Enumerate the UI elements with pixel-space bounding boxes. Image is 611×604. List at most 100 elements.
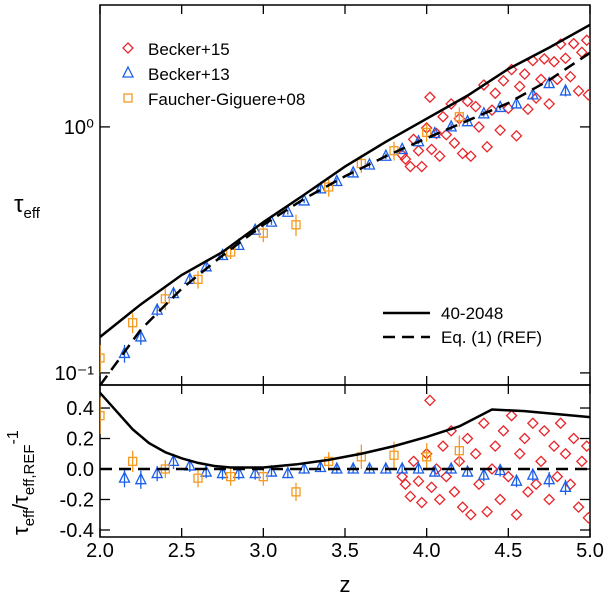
marker xyxy=(324,182,334,192)
y-label-part: τ xyxy=(14,191,24,218)
marker xyxy=(433,150,446,163)
marker xyxy=(559,52,572,65)
y-tick-label: 10⁻¹ xyxy=(55,363,95,385)
marker xyxy=(582,88,590,101)
marker xyxy=(128,456,138,467)
marker xyxy=(510,129,523,142)
marker xyxy=(469,100,482,113)
marker xyxy=(530,478,543,491)
marker xyxy=(464,508,477,521)
marker xyxy=(510,508,523,521)
marker xyxy=(494,124,507,137)
marker xyxy=(128,318,138,328)
marker xyxy=(314,460,327,473)
x-tick-label: 5.0 xyxy=(576,540,604,562)
marker xyxy=(513,80,526,93)
marker xyxy=(425,481,438,494)
model-line xyxy=(100,51,590,385)
marker xyxy=(486,104,498,117)
marker xyxy=(486,463,498,475)
x-label: z xyxy=(340,572,351,597)
marker xyxy=(123,93,133,103)
legend-label: Becker+13 xyxy=(148,65,230,84)
marker xyxy=(183,458,196,471)
marker xyxy=(543,472,556,485)
marker xyxy=(535,455,547,468)
marker xyxy=(330,174,343,187)
legend-label: 40-2048 xyxy=(441,304,503,323)
marker xyxy=(473,478,485,491)
x-tick-label: 4.5 xyxy=(494,540,522,562)
x-tick-label: 4.0 xyxy=(413,540,441,562)
marker xyxy=(526,467,539,480)
marker xyxy=(424,91,436,104)
y-label-part: -1 xyxy=(5,430,22,444)
marker xyxy=(461,464,474,477)
marker xyxy=(291,487,301,497)
marker xyxy=(118,345,131,359)
marker xyxy=(543,76,556,89)
marker xyxy=(526,417,539,430)
y-label-part: eff xyxy=(23,205,40,222)
marker xyxy=(543,98,556,110)
marker xyxy=(469,447,482,460)
legend-label: Eq. (1) (REF) xyxy=(441,328,542,347)
y-tick-label: -0.2 xyxy=(60,489,94,511)
marker xyxy=(564,478,577,491)
marker xyxy=(415,160,428,173)
marker xyxy=(193,473,203,483)
y-tick-label: -0.4 xyxy=(60,520,94,542)
marker xyxy=(554,417,567,430)
model-line xyxy=(100,391,590,469)
marker xyxy=(497,74,510,87)
marker xyxy=(134,329,147,342)
marker xyxy=(216,466,229,479)
marker xyxy=(167,453,180,467)
marker xyxy=(399,153,412,165)
marker xyxy=(122,42,134,54)
marker xyxy=(526,87,539,100)
marker xyxy=(454,112,464,122)
marker xyxy=(510,96,523,109)
marker xyxy=(160,294,170,304)
marker xyxy=(567,432,580,445)
y-tick-label: 0.0 xyxy=(66,459,94,481)
marker xyxy=(559,447,572,460)
marker xyxy=(415,496,428,509)
marker xyxy=(249,466,262,479)
marker xyxy=(404,490,417,503)
marker xyxy=(404,160,417,173)
marker xyxy=(461,95,474,108)
marker xyxy=(513,447,526,460)
marker xyxy=(440,128,453,141)
y-label: τeff/τeff,REF-1 xyxy=(5,430,38,535)
marker xyxy=(440,470,453,483)
marker xyxy=(564,70,577,83)
y-label: τeff xyxy=(14,191,41,222)
marker xyxy=(559,83,572,96)
marker xyxy=(497,424,510,437)
marker xyxy=(412,144,425,157)
marker xyxy=(430,463,443,475)
marker xyxy=(572,501,585,514)
x-tick-label: 3.0 xyxy=(249,540,277,562)
marker xyxy=(580,440,590,453)
marker xyxy=(347,165,360,178)
marker xyxy=(448,485,461,498)
marker xyxy=(134,472,147,485)
marker xyxy=(454,446,464,456)
marker xyxy=(538,52,551,65)
marker xyxy=(522,103,534,116)
y-tick-label: 10⁰ xyxy=(64,117,94,139)
legend-label: Becker+15 xyxy=(148,40,230,59)
marker xyxy=(100,410,105,421)
y-label-part: /τ xyxy=(8,495,33,510)
y-label-part: eff xyxy=(21,509,38,526)
marker xyxy=(389,450,399,460)
x-tick-label: 2.0 xyxy=(86,540,114,562)
marker xyxy=(399,478,412,491)
marker xyxy=(379,148,392,161)
y-tick-label: 0.2 xyxy=(66,429,94,451)
marker xyxy=(424,394,436,407)
marker xyxy=(226,471,236,482)
